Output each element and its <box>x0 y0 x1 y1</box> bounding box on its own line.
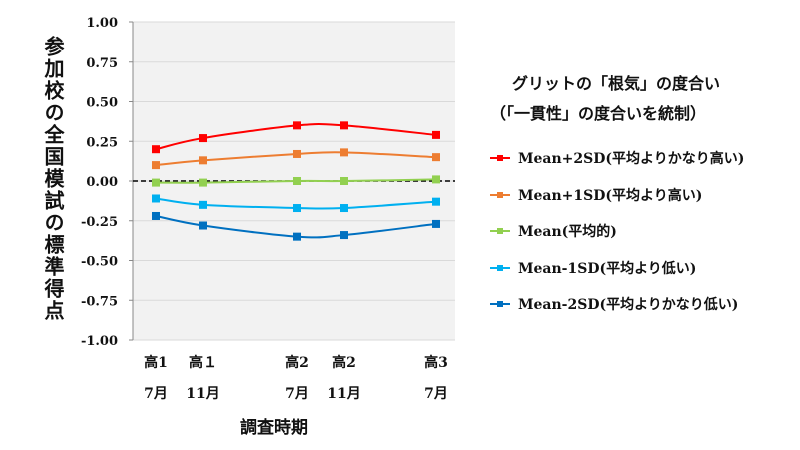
data-point-marker <box>199 178 207 187</box>
legend-label: Mean(平均的) <box>518 224 617 241</box>
data-point-marker <box>340 148 348 157</box>
data-point-marker <box>199 221 207 230</box>
x-tick-label-month: 7月 <box>144 386 168 402</box>
data-point-marker <box>293 232 301 241</box>
data-point-marker <box>152 178 160 187</box>
data-point-marker <box>293 149 301 158</box>
data-point-marker <box>293 204 301 213</box>
data-point-marker <box>432 175 440 184</box>
legend: グリットの「根気」の度合い （「一貫性」の度合いを統制） Mean+2SD(平均… <box>490 70 744 323</box>
data-point-marker <box>432 130 440 139</box>
data-point-marker <box>199 134 207 143</box>
data-point-marker <box>293 177 301 185</box>
data-point-marker <box>199 200 207 209</box>
legend-item: Mean(平均的) <box>490 213 744 250</box>
legend-label: Mean+2SD(平均よりかなり高い) <box>518 151 745 168</box>
y-tick-label: 0.25 <box>86 135 118 150</box>
x-tick-label-grade: 高2 <box>285 354 309 371</box>
x-tick-label-grade: 高3 <box>424 354 448 371</box>
data-point-marker <box>152 194 160 203</box>
y-tick-label: 0.00 <box>86 175 118 190</box>
data-point-marker <box>340 231 348 240</box>
data-point-marker <box>432 153 440 162</box>
legend-label: Mean-1SD(平均より低い) <box>518 260 697 277</box>
y-tick-label: 0.50 <box>86 96 118 111</box>
y-tick-label: -0.25 <box>81 215 118 230</box>
data-point-marker <box>432 219 440 228</box>
legend-label: Mean-2SD(平均よりかなり低い) <box>518 297 739 314</box>
y-tick-label: -1.00 <box>81 334 118 349</box>
legend-item: Mean+1SD(平均より高い) <box>490 177 744 214</box>
data-point-marker <box>152 145 160 154</box>
legend-item: Mean-2SD(平均よりかなり低い) <box>490 286 744 323</box>
x-tick-label-month: 11月 <box>327 386 360 402</box>
data-point-marker <box>152 211 160 220</box>
legend-title-line1: グリットの「根気」の度合い <box>512 74 721 93</box>
data-point-marker <box>340 121 348 130</box>
data-point-marker <box>340 177 348 185</box>
x-tick-label-grade: 高2 <box>332 354 356 371</box>
y-axis-title: 参加校の全国模試の標準得点 <box>41 36 65 322</box>
x-axis-title: 調査時期 <box>240 418 308 438</box>
data-point-marker <box>199 156 207 165</box>
legend-swatch-icon <box>490 190 512 200</box>
legend-swatch-icon <box>490 299 512 309</box>
y-tick-label: 1.00 <box>86 16 118 31</box>
data-point-marker <box>293 121 301 130</box>
data-point-marker <box>152 161 160 170</box>
legend-swatch-icon <box>490 263 512 273</box>
x-tick-label-month: 11月 <box>186 386 219 402</box>
legend-title-line2: （「一貫性」の度合いを統制） <box>490 104 707 123</box>
legend-item: Mean+2SD(平均よりかなり高い) <box>490 140 744 177</box>
legend-swatch-icon <box>490 153 512 163</box>
data-point-marker <box>340 204 348 213</box>
y-tick-label: -0.75 <box>81 294 118 309</box>
x-tick-label-grade: 高1 <box>144 354 168 371</box>
x-tick-label-grade: 高１ <box>189 354 217 371</box>
legend-swatch-icon <box>490 226 512 236</box>
data-point-marker <box>432 197 440 206</box>
x-tick-label-month: 7月 <box>285 386 309 402</box>
legend-label: Mean+1SD(平均より高い) <box>518 187 703 204</box>
x-tick-label-month: 7月 <box>424 386 448 402</box>
y-tick-label: 0.75 <box>86 56 118 71</box>
y-tick-label: -0.50 <box>81 255 118 270</box>
legend-item: Mean-1SD(平均より低い) <box>490 250 744 287</box>
